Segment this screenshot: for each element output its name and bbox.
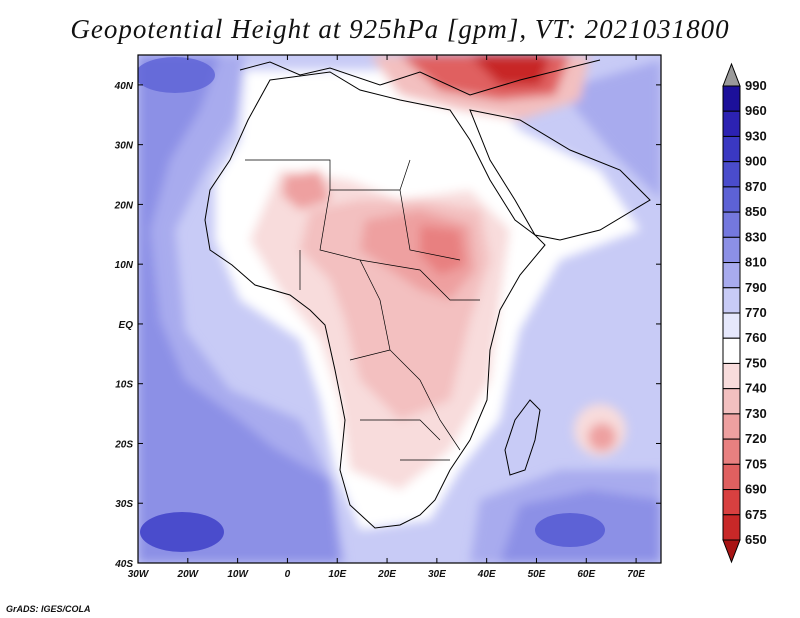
colorbar-label: 960	[745, 103, 767, 118]
northeast-band	[560, 60, 661, 200]
colorbar-swatch	[722, 186, 741, 213]
africa-coastline	[204, 71, 546, 529]
lat-tick-label: EQ	[119, 320, 134, 331]
colorbar-label: 690	[745, 482, 767, 497]
colorbar-label: 850	[745, 204, 767, 219]
colorbar-swatch	[722, 438, 741, 465]
colorbar-swatch	[722, 287, 741, 314]
lon-tick-label: 10W	[227, 569, 249, 580]
lon-axis: 30W 20W 10W 0 10E 20E 30E 40E 50E 60E 70E	[128, 55, 645, 580]
lon-tick-label: 20W	[177, 569, 200, 580]
colorbar-label: 760	[745, 330, 767, 345]
colorbar-label: 930	[745, 128, 767, 143]
colorbar-label: 650	[745, 532, 767, 547]
lon-tick-label: 40E	[477, 569, 496, 580]
colorbar-label: 720	[745, 431, 767, 446]
lon-tick-label: 60E	[577, 569, 595, 580]
colorbar-swatch	[722, 85, 741, 112]
sahara-low	[282, 170, 330, 210]
colorbar-swatch	[722, 514, 741, 541]
footer-credit: GrADS: IGES/COLA	[6, 604, 91, 614]
colorbar-label: 900	[745, 154, 767, 169]
colorbar-swatch	[722, 211, 741, 238]
colorbar-label: 790	[745, 280, 767, 295]
colorbar-swatch	[722, 337, 741, 364]
colorbar-label: 740	[745, 381, 767, 396]
madagascar-coastline	[504, 399, 541, 476]
colorbar-swatch	[722, 262, 741, 289]
colorbar-top-arrow	[722, 62, 741, 87]
north-atlantic-high	[138, 57, 215, 93]
colorbar-label: 830	[745, 229, 767, 244]
colorbar-swatch	[722, 135, 741, 163]
colorbar-label: 990	[745, 78, 767, 93]
colorbar: 990 960 930 900 870 850 830 810 790 770 760 750 740 7…	[722, 62, 767, 564]
lat-axis: 40N 30N 20N 10N EQ 10S 20S 30S 40S	[114, 81, 661, 570]
south-indian-high	[535, 513, 605, 547]
colorbar-swatch	[722, 388, 741, 415]
plot-frame	[137, 54, 662, 564]
colorbar-label: 810	[745, 255, 767, 270]
colorbar-swatch	[722, 236, 741, 264]
colorbar-label: 770	[745, 305, 767, 320]
africa-low-720	[420, 225, 465, 275]
chart-title: Geopotential Height at 925hPa [gpm], VT:…	[70, 14, 730, 44]
lon-tick-label: 30E	[428, 569, 446, 580]
colorbar-swatch	[722, 110, 741, 137]
lon-tick-label: 0	[285, 569, 291, 580]
arabia-coastline	[469, 109, 651, 241]
colorbar-label: 675	[745, 507, 767, 522]
europe-coastline	[239, 59, 601, 96]
lat-tick-label: 40S	[114, 559, 133, 570]
lat-tick-label: 20N	[114, 200, 134, 211]
lat-tick-label: 10N	[115, 260, 134, 271]
colorbar-swatch	[722, 489, 741, 516]
colorbar-swatch	[722, 362, 741, 390]
colorbar-label: 705	[745, 456, 767, 471]
colorbar-label: 730	[745, 406, 767, 421]
colorbar-label: 750	[745, 355, 767, 370]
lon-tick-label: 50E	[528, 569, 546, 580]
lon-tick-label: 70E	[627, 569, 645, 580]
lat-tick-label: 30S	[115, 499, 133, 510]
mascarene-low-inner	[588, 423, 616, 451]
colorbar-label: 870	[745, 179, 767, 194]
lon-tick-label: 10E	[328, 569, 346, 580]
lat-tick-label: 40N	[114, 81, 134, 92]
coastlines	[204, 59, 651, 529]
south-atlantic-high	[140, 512, 224, 552]
lat-tick-label: 10S	[115, 380, 133, 391]
colorbar-swatch	[722, 413, 741, 440]
lat-tick-label: 30N	[115, 141, 134, 152]
lon-tick-label: 20E	[377, 569, 396, 580]
colorbar-swatch	[722, 463, 741, 491]
colorbar-swatch	[722, 161, 741, 188]
colorbar-swatch	[722, 312, 741, 339]
country-borders	[245, 159, 480, 461]
height-field	[138, 55, 661, 563]
lat-tick-label: 20S	[114, 439, 133, 450]
lon-tick-label: 30W	[128, 569, 150, 580]
colorbar-bottom-arrow	[722, 539, 741, 564]
